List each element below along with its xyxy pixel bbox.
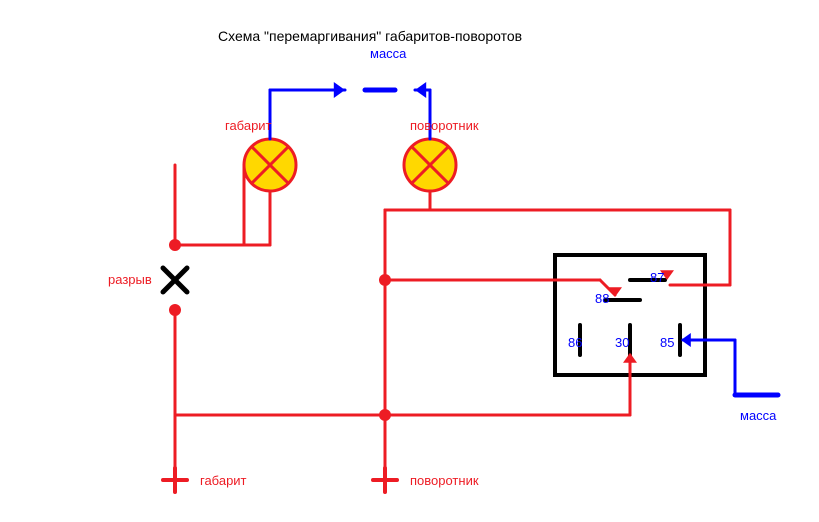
label-pin88: 88	[595, 291, 609, 306]
diagram-title: Схема "перемаргивания" габаритов-поворот…	[218, 28, 522, 44]
label-pin86: 86	[568, 335, 582, 350]
label-razryv: разрыв	[108, 272, 152, 287]
label-pin30: 30	[615, 335, 629, 350]
label-povorotnik-bottom: поворотник	[410, 473, 479, 488]
label-gabarit-top: габарит	[225, 118, 272, 133]
circuit-diagram	[0, 0, 819, 522]
label-pin85: 85	[660, 335, 674, 350]
label-massa-top: масса	[370, 46, 406, 61]
label-massa-bottom: масса	[740, 408, 776, 423]
label-pin87: 87	[650, 270, 664, 285]
label-gabarit-bottom: габарит	[200, 473, 247, 488]
label-povorotnik-top: поворотник	[410, 118, 479, 133]
